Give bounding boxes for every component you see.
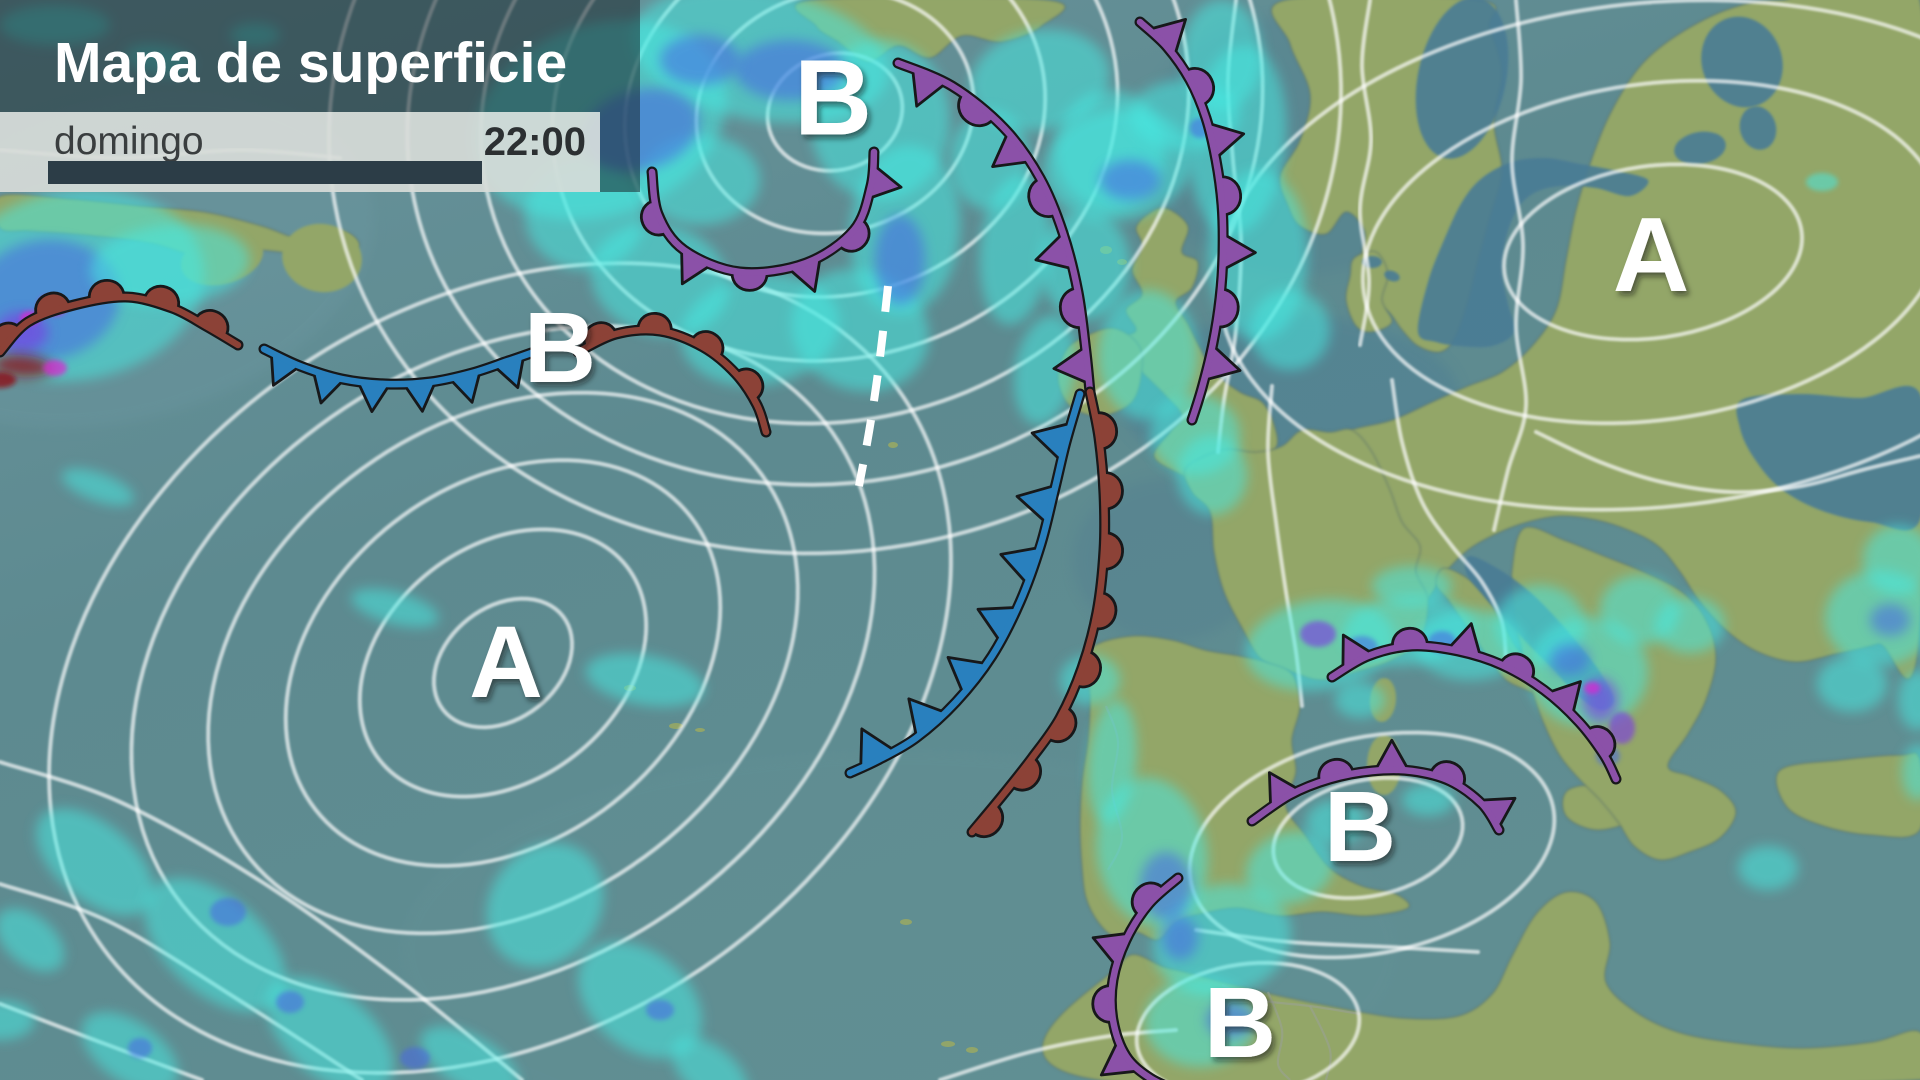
- trough-dashed-line: [855, 285, 892, 487]
- pressure-label-B-baja-presion: B: [1204, 967, 1276, 1079]
- front-cold-cold-west: [258, 343, 546, 413]
- water-lake-onega: [1739, 106, 1777, 150]
- front-occluded-occluded-main-atlantic: [892, 57, 1096, 398]
- pressure-label-B-baja-presion: B: [524, 292, 596, 404]
- water-black-sea: [1736, 385, 1920, 531]
- water-lake-ladoga: [1674, 131, 1726, 165]
- pressure-label-A-alta-presion: A: [1613, 196, 1690, 314]
- pressure-label-B-baja-presion: B: [1324, 771, 1396, 883]
- header-panel: Mapa de superficie: [0, 0, 640, 192]
- front-cold-cold-atlantic: [844, 388, 1086, 779]
- page-title: Mapa de superficie: [54, 31, 568, 95]
- front-warm-warm-iberia: [966, 386, 1124, 839]
- trough-line: [855, 285, 892, 487]
- front-occluded-occluded-balearic: [1246, 738, 1517, 836]
- pressure-label-A-alta-presion: A: [469, 605, 543, 719]
- timeline-progress-bar[interactable]: [48, 161, 482, 184]
- water-gulf-of-bothnia: [1415, 0, 1509, 159]
- water-lake-vattern: [1384, 270, 1400, 282]
- water-baltic-sea: [1417, 157, 1649, 348]
- front-occluded-occluded-gibraltar: [1091, 872, 1184, 1080]
- front-occluded-occluded-north-sea: [1134, 16, 1257, 426]
- front-occluded-occluded-hook-north: [640, 146, 903, 293]
- inland-water-layer: [1362, 0, 1920, 711]
- front-warm-warm-west-1: [0, 279, 244, 358]
- time-label: 22:00: [483, 120, 586, 164]
- pressure-label-B-baja-presion: B: [794, 37, 872, 158]
- front-warm-warm-west-2: [572, 311, 772, 438]
- front-occluded-occluded-tyrrhenian: [1326, 622, 1622, 785]
- land-anatolia-edge: [1775, 751, 1920, 839]
- fronts-layer: [0, 16, 1622, 1080]
- day-label: domingo: [54, 120, 204, 163]
